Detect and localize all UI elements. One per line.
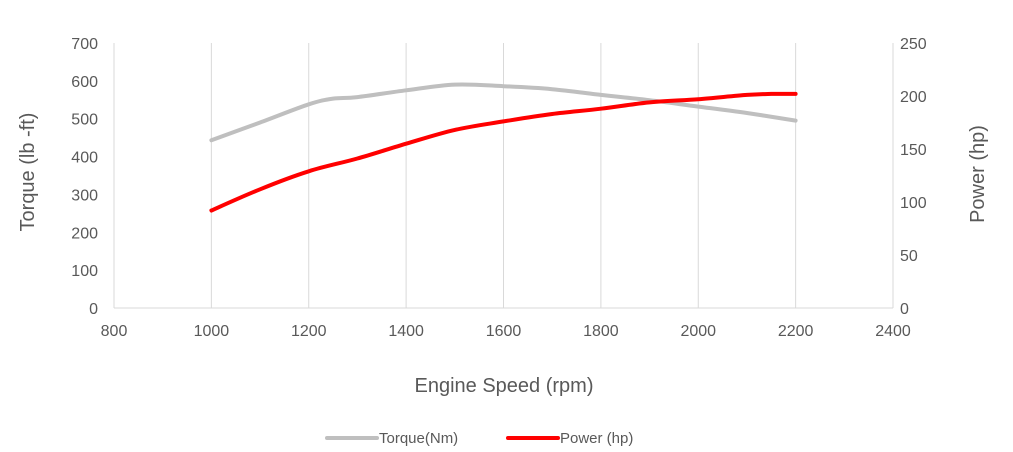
right-y-tick-label: 50 <box>900 248 918 265</box>
left-y-tick-label: 600 <box>71 74 98 91</box>
left-y-tick-label: 700 <box>71 36 98 53</box>
left-y-tick-label: 400 <box>71 150 98 167</box>
right-y-axis-title: Power (hp) <box>967 125 989 223</box>
x-tick-label: 1400 <box>388 323 424 340</box>
left-y-axis-title: Torque (lb -ft) <box>17 113 39 232</box>
tick-labels: 800 1000 1200 1400 1600 1800 2000 2200 240001002… <box>71 36 927 340</box>
left-y-tick-label: 200 <box>71 225 98 242</box>
right-y-tick-label: 0 <box>900 301 909 318</box>
right-y-tick-label: 100 <box>900 195 927 212</box>
left-y-tick-label: 100 <box>71 263 98 280</box>
x-tick-label: 1000 <box>194 323 230 340</box>
legend: Torque(Nm) Power (hp) <box>325 430 633 447</box>
series-lines <box>209 82 798 213</box>
x-tick-label: 800 <box>101 323 128 340</box>
left-y-tick-label: 500 <box>71 112 98 129</box>
x-tick-label: 1800 <box>583 323 619 340</box>
x-tick-label: 2400 <box>875 323 911 340</box>
power-hp-legend-label: Power (hp) <box>560 430 633 447</box>
x-tick-label: 2000 <box>680 323 716 340</box>
torque-nm-legend-label: Torque(Nm) <box>379 430 458 447</box>
right-y-tick-label: 200 <box>900 89 927 106</box>
x-tick-label: 2200 <box>778 323 814 340</box>
torque-nm-series-line <box>209 82 798 143</box>
x-tick-label: 1600 <box>486 323 522 340</box>
power-hp-series-line <box>209 91 798 213</box>
gridlines <box>113 43 894 309</box>
x-tick-label: 1200 <box>291 323 327 340</box>
right-y-tick-label: 250 <box>900 36 927 53</box>
right-y-tick-label: 150 <box>900 142 927 159</box>
left-y-tick-label: 300 <box>71 187 98 204</box>
x-axis-title: Engine Speed (rpm) <box>415 375 594 397</box>
left-y-tick-label: 0 <box>89 301 98 318</box>
